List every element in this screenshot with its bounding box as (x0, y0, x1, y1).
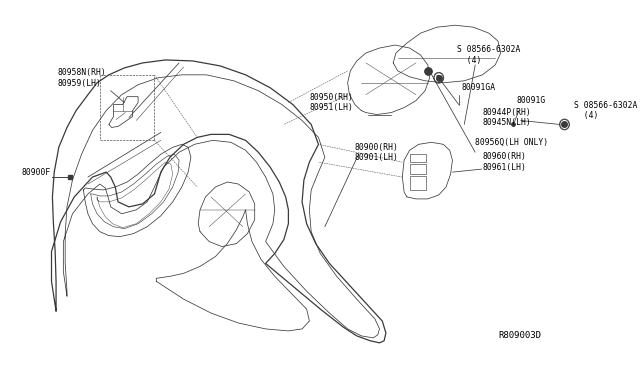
Text: 80900(RH)
80901(LH): 80900(RH) 80901(LH) (355, 142, 399, 162)
Text: S: S (436, 75, 440, 80)
Text: 80956Q(LH ONLY): 80956Q(LH ONLY) (475, 138, 548, 147)
Text: 80091GA: 80091GA (461, 83, 495, 92)
Bar (410, 176, 426, 190)
Text: 80900F: 80900F (21, 168, 51, 177)
Text: 80944P(RH)
80945N(LH): 80944P(RH) 80945N(LH) (483, 108, 531, 127)
Text: 80091G: 80091G (516, 96, 545, 105)
Text: 80960(RH)
80961(LH): 80960(RH) 80961(LH) (483, 153, 526, 172)
Text: S 08566-6302A
  (4): S 08566-6302A (4) (573, 101, 637, 120)
Text: 80958N(RH)
80959(LH): 80958N(RH) 80959(LH) (58, 68, 107, 87)
Bar (410, 164, 426, 174)
Text: R809003D: R809003D (498, 331, 541, 340)
Text: S: S (561, 122, 566, 127)
Text: 80950(RH)
80951(LH): 80950(RH) 80951(LH) (309, 93, 353, 112)
Bar (410, 154, 426, 162)
Text: S 08566-6302A
  (4): S 08566-6302A (4) (457, 45, 520, 65)
